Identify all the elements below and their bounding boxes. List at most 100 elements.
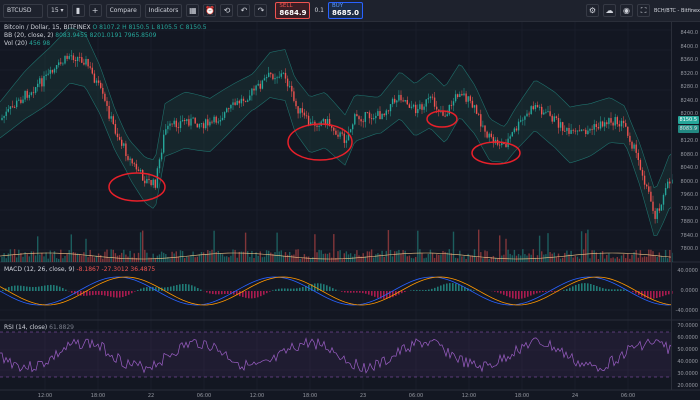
candle-body [87,59,89,67]
templates-icon[interactable]: ▦ [186,4,200,17]
candle-body [190,118,192,126]
volume-bar [402,250,404,262]
macd-histogram-bar [83,291,85,296]
candle-body [278,76,280,78]
macd-histogram-bar [524,291,526,298]
volume-bar [97,253,100,262]
candle-body [444,115,446,117]
volume-bar [629,258,631,262]
volume-bar [635,250,637,262]
candle-body [433,97,436,107]
volume-bar [310,258,312,262]
bb-values: 8083.9455 8201.0191 7965.8509 [55,32,157,39]
volume-bar [49,250,51,262]
volume-bar [154,258,156,262]
candles-icon[interactable]: ▮ [71,4,85,17]
price-axis[interactable] [671,22,700,390]
candle-body [536,105,539,108]
volume-bar [209,251,211,262]
volume-bar [408,255,411,262]
volume-bar [257,255,259,262]
candle-body [217,121,219,123]
alert-icon[interactable]: ⏰ [203,4,217,17]
volume-bar [406,256,408,262]
candle-body [289,85,291,87]
replay-icon[interactable]: ⟲ [220,4,234,17]
symbol-search[interactable]: BTCUSD [3,3,43,18]
compare-button[interactable]: Compare [105,3,141,18]
volume-bar [261,257,264,262]
macd-histogram-bar [140,288,142,291]
cloud-icon[interactable]: ☁ [603,4,616,17]
volume-bar [194,257,196,262]
candle-body [583,129,585,131]
volume-bar [148,257,150,262]
candle-body [356,114,358,117]
candle-body [656,208,658,219]
macd-histogram-bar [542,291,544,293]
macd-histogram-bar [506,291,508,297]
volume-bar [307,256,310,262]
candle-body [108,105,110,119]
volume-bar [627,253,629,262]
volume-bar [637,257,639,262]
sell-button[interactable]: SELL 8684.9 [275,2,311,19]
settings-icon[interactable]: ⚙ [586,4,599,17]
macd-histogram-bar [449,283,451,291]
watchlist-title[interactable]: BCH/BTC - Bitfinex [654,7,700,14]
compare-icon[interactable]: + [88,4,102,17]
macd-histogram-bar [182,283,184,291]
macd-histogram-bar [266,291,268,294]
volume-bar [95,255,98,262]
buy-price: 8685.0 [331,9,359,17]
undo-icon[interactable]: ↶ [237,4,251,17]
macd-histogram-bar [374,291,376,297]
macd-histogram-bar [365,291,367,294]
volume-bar [34,255,37,262]
volume-bar [326,253,329,262]
macd-histogram-bar [578,283,580,291]
volume-bar [142,230,144,262]
vol-legend[interactable]: Vol (20) 456 98 [4,40,50,47]
bb-legend[interactable]: BB (20, close, 2) 8083.9455 8201.0191 79… [4,32,156,39]
time-axis-label: 23 [359,393,367,399]
candle-body [211,121,213,123]
candle-body [564,130,566,132]
candle-body [454,94,457,102]
candle-body [24,90,26,100]
candle-body [79,56,81,58]
redo-icon[interactable]: ↷ [254,4,268,17]
macd-histogram-bar [389,291,391,299]
candle-body [637,152,639,161]
volume-bar [18,249,20,262]
candle-body [486,131,488,138]
candle-body [400,94,402,101]
volume-bar [328,252,331,262]
macd-histogram-bar [290,288,292,291]
candle-body [293,91,295,101]
volume-bar [343,253,345,262]
interval-button[interactable]: 15 ▾ [47,3,68,18]
candle-body [492,136,495,144]
rsi-legend[interactable]: RSI (14, close) 61.8829 [4,324,74,331]
candle-body [620,120,623,127]
candle-body [446,114,448,117]
macd-histogram-bar [461,285,463,291]
candle-body [559,122,562,128]
macd-histogram-bar [35,286,37,291]
volume-bar [454,257,457,262]
macd-histogram-bar [98,291,100,295]
indicators-button[interactable]: Indicators [144,3,183,18]
camera-icon[interactable]: ◉ [620,4,633,17]
macd-histogram-bar [380,291,382,299]
candle-body [377,111,379,116]
macd-legend[interactable]: MACD (12, 26, close, 9) -8.1867 -27.3012… [4,266,155,273]
candle-body [276,77,278,79]
candle-body [257,83,259,86]
macd-histogram-bar [530,291,532,296]
buy-button[interactable]: BUY 8685.0 [327,2,363,19]
fullscreen-icon[interactable]: ⛶ [637,4,650,17]
candle-body [461,94,463,96]
candle-body [503,142,505,145]
